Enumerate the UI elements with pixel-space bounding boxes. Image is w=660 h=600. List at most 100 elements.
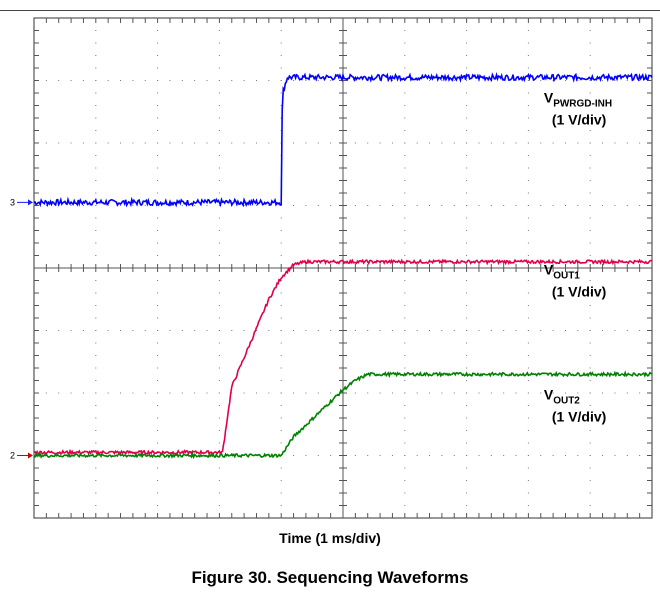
grid-dot xyxy=(280,205,282,206)
grid-dot xyxy=(120,205,122,206)
grid-dot xyxy=(552,455,554,456)
grid-dot xyxy=(626,80,628,81)
grid-dot xyxy=(589,505,591,506)
grid-dot xyxy=(218,480,220,481)
grid-dot xyxy=(478,330,480,331)
channel-marker-label: 3 xyxy=(10,197,15,207)
grid-dot xyxy=(540,392,542,394)
grid-dot xyxy=(95,342,97,344)
grid-dot xyxy=(503,205,505,206)
grid-dot xyxy=(206,142,208,144)
series-label-main: V xyxy=(544,261,554,277)
grid-dot xyxy=(527,55,529,56)
grid-dot xyxy=(157,317,159,319)
grid-dot xyxy=(169,142,171,144)
grid-dot xyxy=(95,417,97,419)
grid-dot xyxy=(280,417,282,419)
grid-dot xyxy=(218,305,220,306)
grid-dot xyxy=(404,255,406,256)
grid-dot xyxy=(95,392,97,394)
grid-dot xyxy=(157,430,159,431)
grid-dot xyxy=(157,167,159,169)
grid-dot xyxy=(527,355,529,356)
grid-dot xyxy=(181,142,183,144)
grid-dot xyxy=(243,330,245,331)
grid-dot xyxy=(404,355,406,356)
grid-dot xyxy=(367,455,369,456)
grid-dot xyxy=(552,330,554,331)
grid-dot xyxy=(95,492,97,494)
grid-dot xyxy=(157,105,159,106)
series-scale-out1: (1 V/div) xyxy=(552,283,606,299)
grid-dot xyxy=(589,242,591,244)
grid-dot xyxy=(280,342,282,344)
grid-dot xyxy=(280,67,282,69)
grid-dot xyxy=(206,392,208,394)
grid-dot xyxy=(330,392,332,394)
grid-dot xyxy=(218,292,220,294)
grid-dot xyxy=(466,230,468,231)
grid-dot xyxy=(354,330,356,331)
grid-dot xyxy=(305,392,307,394)
grid-dot xyxy=(527,155,529,156)
grid-dot xyxy=(157,442,159,444)
grid-dot xyxy=(404,480,406,481)
grid-dot xyxy=(416,142,418,144)
grid-dot xyxy=(157,242,159,244)
grid-dot xyxy=(527,330,529,331)
grid-dot xyxy=(70,392,72,394)
grid-dot xyxy=(95,192,97,194)
grid-dot xyxy=(293,392,295,394)
grid-dot xyxy=(453,205,455,206)
grid-dot xyxy=(95,255,97,256)
grid-dot xyxy=(639,330,641,331)
grid-dot xyxy=(589,492,591,494)
grid-dot xyxy=(268,392,270,394)
grid-dot xyxy=(95,430,97,431)
grid-dot xyxy=(255,330,257,331)
grid-dot xyxy=(626,392,628,394)
grid-dot xyxy=(429,455,431,456)
grid-dot xyxy=(404,442,406,444)
grid-dot xyxy=(577,142,579,144)
grid-dot xyxy=(466,242,468,244)
grid-dot xyxy=(589,442,591,444)
grid-dot xyxy=(466,405,468,406)
grid-dot xyxy=(478,455,480,456)
grid-dot xyxy=(144,142,146,144)
grid-dot xyxy=(280,380,282,381)
grid-dot xyxy=(218,130,220,131)
grid-dot xyxy=(280,355,282,356)
grid-dot xyxy=(218,92,220,94)
grid-dot xyxy=(515,455,517,456)
grid-dot xyxy=(527,130,529,131)
grid-dot xyxy=(589,330,591,331)
grid-dot xyxy=(354,80,356,81)
grid-dot xyxy=(564,330,566,331)
grid-dot xyxy=(614,80,616,81)
grid-dot xyxy=(70,205,72,206)
grid-dot xyxy=(293,455,295,456)
grid-dot xyxy=(614,455,616,456)
grid-dot xyxy=(404,67,406,69)
grid-dot xyxy=(404,392,406,394)
grid-dot xyxy=(280,55,282,56)
grid-dot xyxy=(466,380,468,381)
grid-dot xyxy=(379,330,381,331)
grid-dot xyxy=(218,317,220,319)
grid-dot xyxy=(527,205,529,206)
grid-dot xyxy=(589,130,591,131)
grid-dot xyxy=(330,455,332,456)
grid-dot xyxy=(95,130,97,131)
grid-dot xyxy=(218,467,220,469)
grid-dot xyxy=(466,292,468,294)
grid-dot xyxy=(614,142,616,144)
grid-dot xyxy=(589,355,591,356)
grid-dot xyxy=(527,505,529,506)
figure-caption: Figure 30. Sequencing Waveforms xyxy=(191,568,469,587)
grid-dot xyxy=(490,392,492,394)
grid-dot xyxy=(379,80,381,81)
grid-dot xyxy=(589,67,591,69)
grid-dot xyxy=(218,230,220,231)
grid-dot xyxy=(95,455,97,456)
